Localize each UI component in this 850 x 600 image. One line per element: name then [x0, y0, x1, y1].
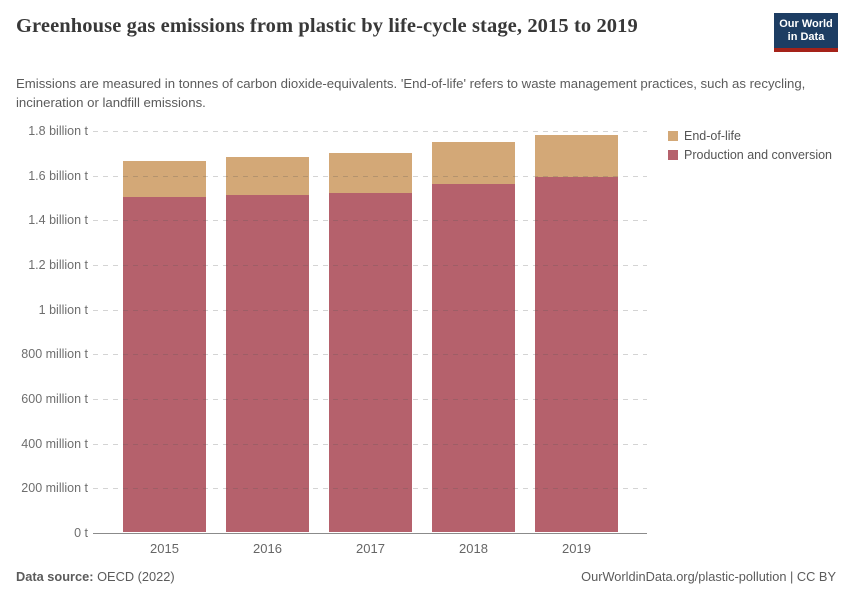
data-source-label: Data source:: [16, 569, 94, 584]
gridline: [93, 444, 647, 445]
bar-segment-end-of-life: [432, 142, 515, 184]
gridline: [93, 220, 647, 221]
bar-segment-end-of-life: [535, 135, 618, 177]
bar-segment-production-and-conversion: [329, 193, 412, 532]
y-axis-tick-label: 1.8 billion t: [28, 124, 88, 138]
plot-area: [93, 131, 647, 534]
legend-item-end-of-life[interactable]: End-of-life: [668, 126, 832, 145]
y-axis-tick-label: 200 million t: [21, 481, 88, 495]
attribution-link[interactable]: OurWorldinData.org/plastic-pollution | C…: [581, 569, 836, 584]
y-axis-tick-label: 1 billion t: [38, 303, 88, 317]
gridline: [93, 176, 647, 177]
legend-label: End-of-life: [684, 128, 741, 143]
data-source-note: Data source: OECD (2022): [16, 569, 175, 584]
owid-logo-line2: in Data: [787, 31, 825, 43]
x-axis-label-2017: 2017: [356, 541, 385, 556]
gridline: [93, 399, 647, 400]
gridline: [93, 131, 647, 132]
bar-2017[interactable]: [329, 153, 412, 532]
owid-logo-line1: Our World: [779, 18, 833, 30]
bar-2019[interactable]: [535, 135, 618, 532]
bar-segment-end-of-life: [226, 157, 309, 195]
owid-logo[interactable]: Our World in Data: [774, 13, 838, 52]
bar-segment-production-and-conversion: [535, 177, 618, 532]
bar-segment-production-and-conversion: [432, 184, 515, 532]
x-axis-label-2015: 2015: [150, 541, 179, 556]
bar-segment-production-and-conversion: [123, 197, 206, 532]
legend-item-production-and-conversion[interactable]: Production and conversion: [668, 145, 832, 164]
gridline: [93, 310, 647, 311]
chart-subtitle: Emissions are measured in tonnes of carb…: [16, 76, 806, 110]
gridline: [93, 265, 647, 266]
y-axis-tick-label: 400 million t: [21, 437, 88, 451]
y-axis-tick-label: 800 million t: [21, 347, 88, 361]
y-axis-tick-label: 600 million t: [21, 392, 88, 406]
legend-label: Production and conversion: [684, 147, 833, 162]
x-axis-label-2019: 2019: [562, 541, 591, 556]
bar-segment-end-of-life: [329, 153, 412, 193]
gridline: [93, 354, 647, 355]
y-axis-tick-label: 1.6 billion t: [28, 169, 88, 183]
bar-2015[interactable]: [123, 161, 206, 532]
y-axis-tick-label: 1.2 billion t: [28, 258, 88, 272]
bar-segment-end-of-life: [123, 161, 206, 197]
bar-2018[interactable]: [432, 142, 515, 532]
x-axis-line: [93, 533, 647, 534]
legend: End-of-life Production and conversion: [668, 126, 832, 164]
x-axis-label-2016: 2016: [253, 541, 282, 556]
page-title: Greenhouse gas emissions from plastic by…: [16, 15, 638, 37]
x-axis-label-2018: 2018: [459, 541, 488, 556]
y-axis-tick-label: 0 t: [74, 526, 88, 540]
y-axis-tick-label: 1.4 billion t: [28, 213, 88, 227]
gridline: [93, 488, 647, 489]
bar-segment-production-and-conversion: [226, 195, 309, 532]
legend-swatch: [668, 149, 678, 160]
bar-2016[interactable]: [226, 157, 309, 532]
data-source-value: OECD (2022): [93, 569, 175, 584]
legend-swatch: [668, 130, 678, 141]
